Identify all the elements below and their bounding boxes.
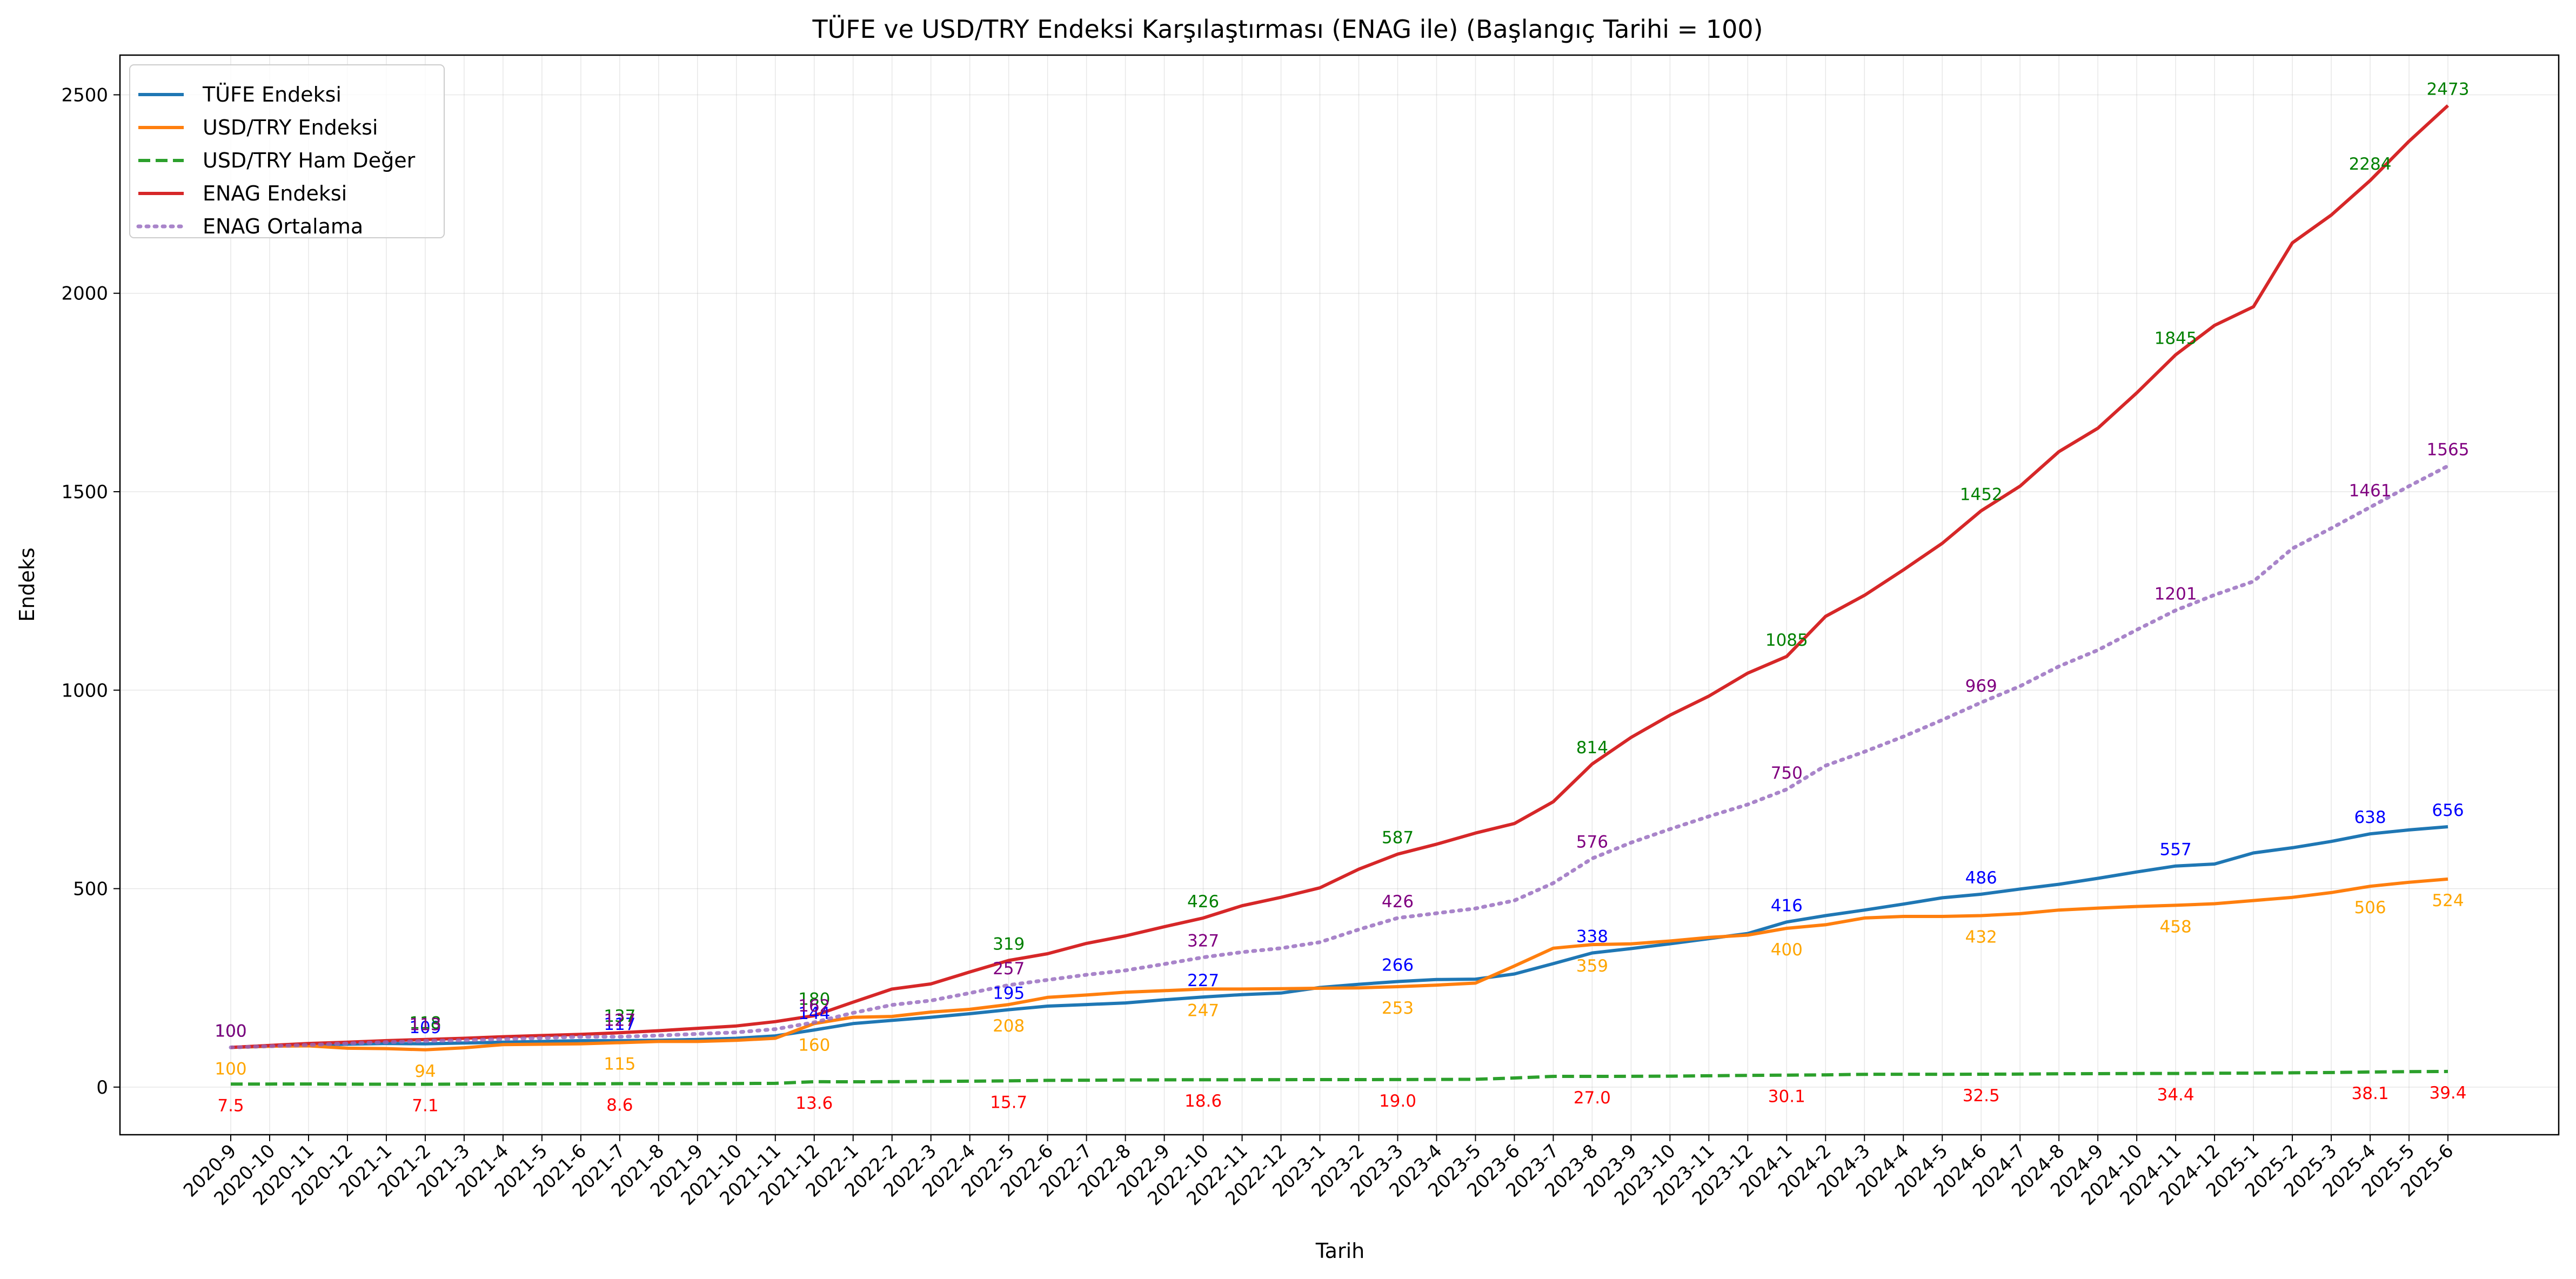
- data-label: 115: [604, 1055, 635, 1074]
- data-label: 127: [604, 1011, 635, 1030]
- data-label: 638: [2354, 808, 2386, 827]
- y-axis-label: Endeks: [15, 547, 39, 621]
- data-label: 750: [1771, 764, 1803, 783]
- data-label: 100: [215, 1021, 246, 1041]
- data-label: 524: [2432, 891, 2464, 910]
- legend-entry: ENAG Ortalama: [203, 215, 363, 238]
- data-label: 100: [215, 1021, 246, 1041]
- data-label: 2284: [2349, 155, 2392, 174]
- legend: TÜFE Endeksi USD/TRY Endeksi USD/TRY Ham D…: [129, 64, 445, 238]
- data-label: 426: [1187, 892, 1219, 912]
- y-tick-label: 2000: [61, 283, 108, 305]
- data-label: 100: [215, 1021, 246, 1041]
- data-label: 19.0: [1379, 1091, 1416, 1111]
- y-tick-label: 1500: [61, 481, 108, 503]
- data-label: 7.5: [217, 1096, 244, 1115]
- data-label: 656: [2432, 801, 2464, 820]
- data-label: 118: [409, 1014, 441, 1033]
- data-label: 113: [409, 1015, 441, 1035]
- data-label: 7.1: [412, 1096, 438, 1116]
- data-label: 969: [1965, 677, 1997, 696]
- data-label: 1085: [1765, 631, 1808, 650]
- legend-box: [129, 64, 445, 238]
- data-label: 39.4: [2429, 1083, 2466, 1103]
- data-label: 587: [1382, 828, 1414, 848]
- data-label: 100: [215, 1059, 246, 1079]
- data-label: 1452: [1960, 485, 2003, 504]
- data-label: 13.6: [795, 1094, 833, 1113]
- series-line-usd-try-endeksi: [230, 877, 2448, 1052]
- data-label: 208: [993, 1016, 1025, 1036]
- data-label: 180: [798, 990, 830, 1009]
- data-label: 416: [1771, 896, 1803, 915]
- data-label: 94: [414, 1062, 436, 1081]
- series-line-t-fe-endeksi: [230, 825, 2448, 1049]
- data-label: 426: [1382, 892, 1414, 912]
- series-line-enag-endeksi: [230, 104, 2450, 1049]
- y-tick-label: 1000: [61, 680, 108, 701]
- data-label: 253: [1382, 999, 1414, 1018]
- data-label: 458: [2160, 917, 2192, 936]
- plot-frame: [119, 54, 2560, 1136]
- series-line-enag-ortalama: [229, 464, 2450, 1049]
- y-axis-ticks: 0 500 1000 1500 2000 2500: [61, 84, 120, 1099]
- data-label: 359: [1576, 956, 1608, 976]
- legend-entry: ENAG Endeksi: [203, 182, 347, 205]
- data-label: 814: [1576, 738, 1608, 758]
- y-tick-label: 500: [73, 879, 108, 900]
- data-label: 27.0: [1574, 1088, 1611, 1108]
- data-label: 338: [1576, 927, 1608, 947]
- data-label: 432: [1965, 928, 1997, 947]
- data-label: 227: [1187, 971, 1219, 990]
- data-label: 486: [1965, 868, 1997, 888]
- data-label: 30.1: [1768, 1087, 1805, 1107]
- data-label: 162: [798, 996, 830, 1016]
- series-layer: [229, 104, 2450, 1086]
- data-label: 257: [993, 959, 1025, 979]
- data-label: 18.6: [1185, 1091, 1222, 1111]
- y-tick-label: 2500: [61, 84, 108, 106]
- data-label: 144: [798, 1004, 830, 1023]
- data-label: 8.6: [606, 1096, 633, 1115]
- legend-entry: TÜFE Endeksi: [202, 83, 342, 106]
- data-label: 266: [1382, 955, 1414, 975]
- data-label: 32.5: [1963, 1086, 2000, 1106]
- data-label: 15.7: [990, 1093, 1027, 1112]
- data-label: 160: [798, 1035, 830, 1055]
- data-label: 1565: [2427, 440, 2470, 459]
- chart-title: TÜFE ve USD/TRY Endeksi Karşılaştırması …: [812, 15, 1763, 44]
- data-label: 327: [1187, 932, 1219, 951]
- data-label: 1201: [2155, 585, 2197, 604]
- data-label: 319: [993, 935, 1025, 954]
- data-label: 2473: [2427, 79, 2470, 99]
- data-label: 1461: [2349, 481, 2392, 501]
- data-label: 1845: [2155, 329, 2197, 349]
- data-label: 400: [1771, 940, 1803, 960]
- y-tick-label: 0: [96, 1077, 108, 1099]
- x-axis-label: Tarih: [1315, 1239, 1364, 1263]
- data-label: 195: [993, 984, 1025, 1003]
- data-label: 34.4: [2157, 1086, 2194, 1105]
- legend-entry: USD/TRY Ham Değer: [203, 149, 416, 172]
- data-label: 38.1: [2352, 1084, 2389, 1103]
- data-label: 137: [604, 1007, 635, 1026]
- data-label: 247: [1187, 1001, 1219, 1020]
- data-label: 576: [1576, 833, 1608, 852]
- legend-entry: USD/TRY Endeksi: [203, 116, 378, 139]
- data-label: 506: [2354, 898, 2386, 918]
- series-line-usd-try-ham-de-er: [230, 1069, 2448, 1086]
- data-label: 109: [409, 1018, 441, 1037]
- data-label: 557: [2160, 840, 2192, 860]
- data-label: 117: [604, 1015, 635, 1034]
- data-labels: 100 109 117 144 195 227 266 338 416 486 557 638 656 1…: [215, 79, 2469, 1115]
